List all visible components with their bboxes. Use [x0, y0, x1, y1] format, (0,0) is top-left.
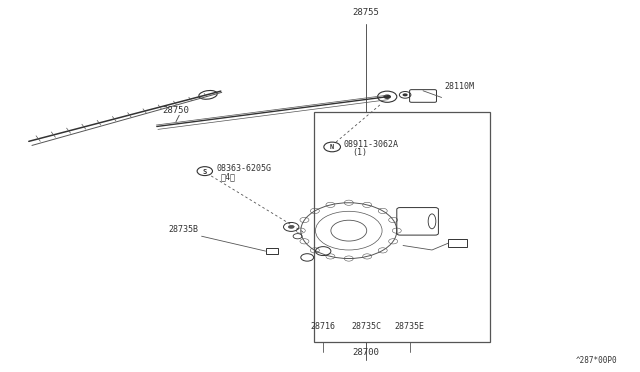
Circle shape — [403, 93, 408, 96]
Text: 08363-6205G: 08363-6205G — [216, 164, 271, 173]
Text: (1): (1) — [352, 148, 367, 157]
Text: 08911-3062A: 08911-3062A — [344, 140, 399, 149]
Bar — [314, 112, 490, 342]
Text: 28735B: 28735B — [168, 225, 198, 234]
Bar — [266, 248, 278, 254]
Circle shape — [383, 94, 391, 99]
Bar — [448, 239, 467, 247]
Text: 28755: 28755 — [353, 8, 380, 17]
Text: ^287*00P0: ^287*00P0 — [576, 356, 618, 365]
Text: N: N — [330, 144, 334, 150]
Text: 28750: 28750 — [163, 106, 189, 115]
Text: 28735E: 28735E — [395, 322, 424, 331]
Text: 28716: 28716 — [310, 322, 336, 331]
Text: 〈4〉: 〈4〉 — [221, 173, 236, 182]
Text: 28735C: 28735C — [351, 322, 381, 331]
Text: S: S — [203, 169, 207, 175]
Circle shape — [288, 225, 294, 229]
Text: 28700: 28700 — [353, 348, 380, 357]
Text: 28110M: 28110M — [445, 82, 475, 91]
